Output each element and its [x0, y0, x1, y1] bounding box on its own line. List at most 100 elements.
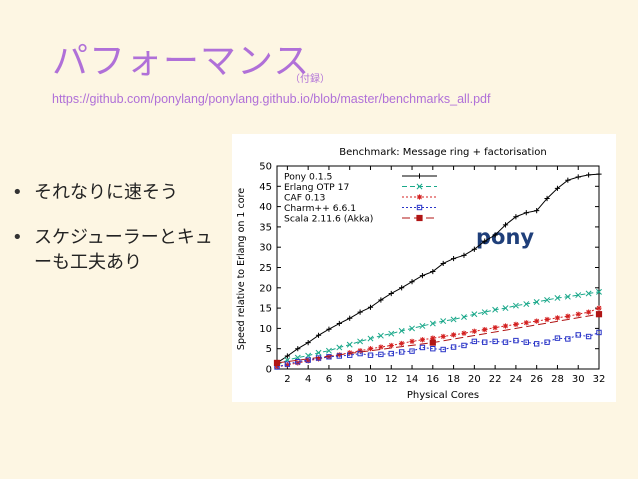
- data-point-1: [346, 341, 353, 348]
- data-point-1: [512, 302, 519, 309]
- data-point-3: [502, 339, 509, 345]
- data-point-1: [533, 299, 540, 305]
- data-point-0: [482, 238, 488, 244]
- data-point-4: [429, 339, 436, 346]
- data-point-3: [419, 344, 426, 351]
- x-tick-label: 14: [406, 374, 419, 385]
- data-point-0: [554, 185, 561, 191]
- data-point-3: [398, 349, 405, 355]
- data-point-1: [585, 290, 592, 297]
- data-point-1: [523, 301, 530, 307]
- data-point-3: [533, 341, 540, 347]
- legend-marker-4: [416, 214, 423, 222]
- data-point-0: [513, 214, 519, 220]
- data-point-3: [585, 333, 592, 340]
- data-point-0: [409, 279, 415, 285]
- data-point-2: [523, 320, 529, 326]
- x-tick-label: 8: [347, 374, 353, 385]
- data-point-3: [565, 336, 571, 342]
- data-point-1: [544, 297, 551, 303]
- data-point-2: [596, 305, 602, 311]
- series-line-2: [276, 307, 600, 368]
- data-point-2: [440, 333, 446, 340]
- bullet-list: それなりに速そう スケジューラーとキューも工夫あり: [10, 180, 225, 295]
- data-point-4: [595, 311, 603, 318]
- data-point-0: [326, 326, 332, 332]
- data-point-2: [502, 323, 509, 329]
- data-point-2: [388, 342, 394, 349]
- data-point-3: [544, 339, 550, 345]
- slide-title: パフォーマンス: [52, 41, 311, 82]
- data-point-2: [450, 332, 457, 338]
- slide-title-note: （付録）: [290, 74, 330, 85]
- x-tick-label: 4: [305, 374, 311, 385]
- data-point-3: [575, 332, 581, 338]
- x-tick-label: 22: [489, 374, 502, 385]
- x-tick-label: 16: [426, 374, 439, 385]
- pony-annotation: pony: [476, 225, 534, 249]
- y-tick-label: 5: [266, 344, 272, 355]
- x-tick-label: 10: [364, 374, 377, 385]
- data-point-0: [336, 320, 342, 327]
- legend-label-1: Erlang OTP 17: [284, 182, 349, 193]
- data-point-2: [315, 356, 322, 362]
- data-point-3: [461, 342, 467, 349]
- data-point-0: [378, 297, 384, 303]
- data-point-2: [492, 324, 498, 331]
- data-point-3: [430, 346, 436, 352]
- data-point-3: [336, 353, 343, 359]
- chart-panel: Benchmark: Message ring + factorisation …: [232, 134, 616, 402]
- data-point-1: [554, 294, 561, 301]
- data-point-0: [523, 210, 529, 216]
- data-point-1: [409, 325, 415, 332]
- data-point-2: [461, 330, 467, 336]
- data-point-1: [492, 306, 499, 313]
- data-point-1: [357, 338, 364, 345]
- data-point-0: [419, 273, 426, 279]
- source-url[interactable]: https://github.com/ponylang/ponylang.git…: [52, 92, 491, 106]
- data-point-3: [409, 348, 415, 354]
- data-point-3: [388, 350, 394, 357]
- x-tick-label: 2: [284, 374, 290, 385]
- x-tick-label: 28: [551, 374, 564, 385]
- chart-title: Benchmark: Message ring + factorisation: [339, 147, 546, 158]
- data-point-0: [586, 172, 592, 178]
- y-axis-label: Speed relative to Erlang on 1 core: [236, 188, 247, 350]
- data-point-3: [295, 358, 301, 365]
- data-point-1: [315, 349, 322, 356]
- data-point-3: [284, 361, 291, 367]
- data-point-0: [388, 290, 394, 297]
- data-point-2: [399, 340, 405, 347]
- x-tick-label: 32: [593, 374, 606, 385]
- legend-label-0: Pony 0.1.5: [284, 172, 333, 183]
- x-tick-label: 12: [385, 374, 398, 385]
- data-point-1: [419, 323, 426, 329]
- y-tick-label: 25: [259, 263, 272, 274]
- data-point-2: [534, 318, 540, 324]
- series-line-0: [276, 173, 600, 364]
- data-point-0: [430, 268, 436, 275]
- data-point-0: [347, 315, 353, 321]
- data-point-0: [471, 246, 477, 252]
- x-tick-label: 26: [530, 374, 543, 385]
- y-tick-label: 50: [259, 162, 272, 173]
- data-point-2: [305, 358, 311, 364]
- data-point-2: [586, 309, 592, 315]
- bullet-item: それなりに速そう: [10, 180, 225, 205]
- data-point-3: [440, 346, 446, 353]
- series-line-3: [276, 331, 600, 368]
- data-point-2: [575, 311, 581, 317]
- data-point-2: [554, 315, 561, 321]
- data-point-3: [513, 337, 519, 344]
- data-point-0: [357, 309, 363, 315]
- data-point-3: [471, 338, 478, 345]
- y-tick-label: 30: [259, 243, 272, 254]
- data-point-3: [482, 339, 488, 345]
- legend-label-4: Scala 2.11.6 (Akka): [284, 214, 373, 225]
- data-point-2: [482, 327, 488, 333]
- data-point-1: [336, 344, 343, 351]
- data-point-1: [429, 320, 436, 327]
- data-point-3: [492, 338, 498, 345]
- data-point-3: [357, 350, 363, 357]
- x-tick-label: 18: [447, 374, 460, 385]
